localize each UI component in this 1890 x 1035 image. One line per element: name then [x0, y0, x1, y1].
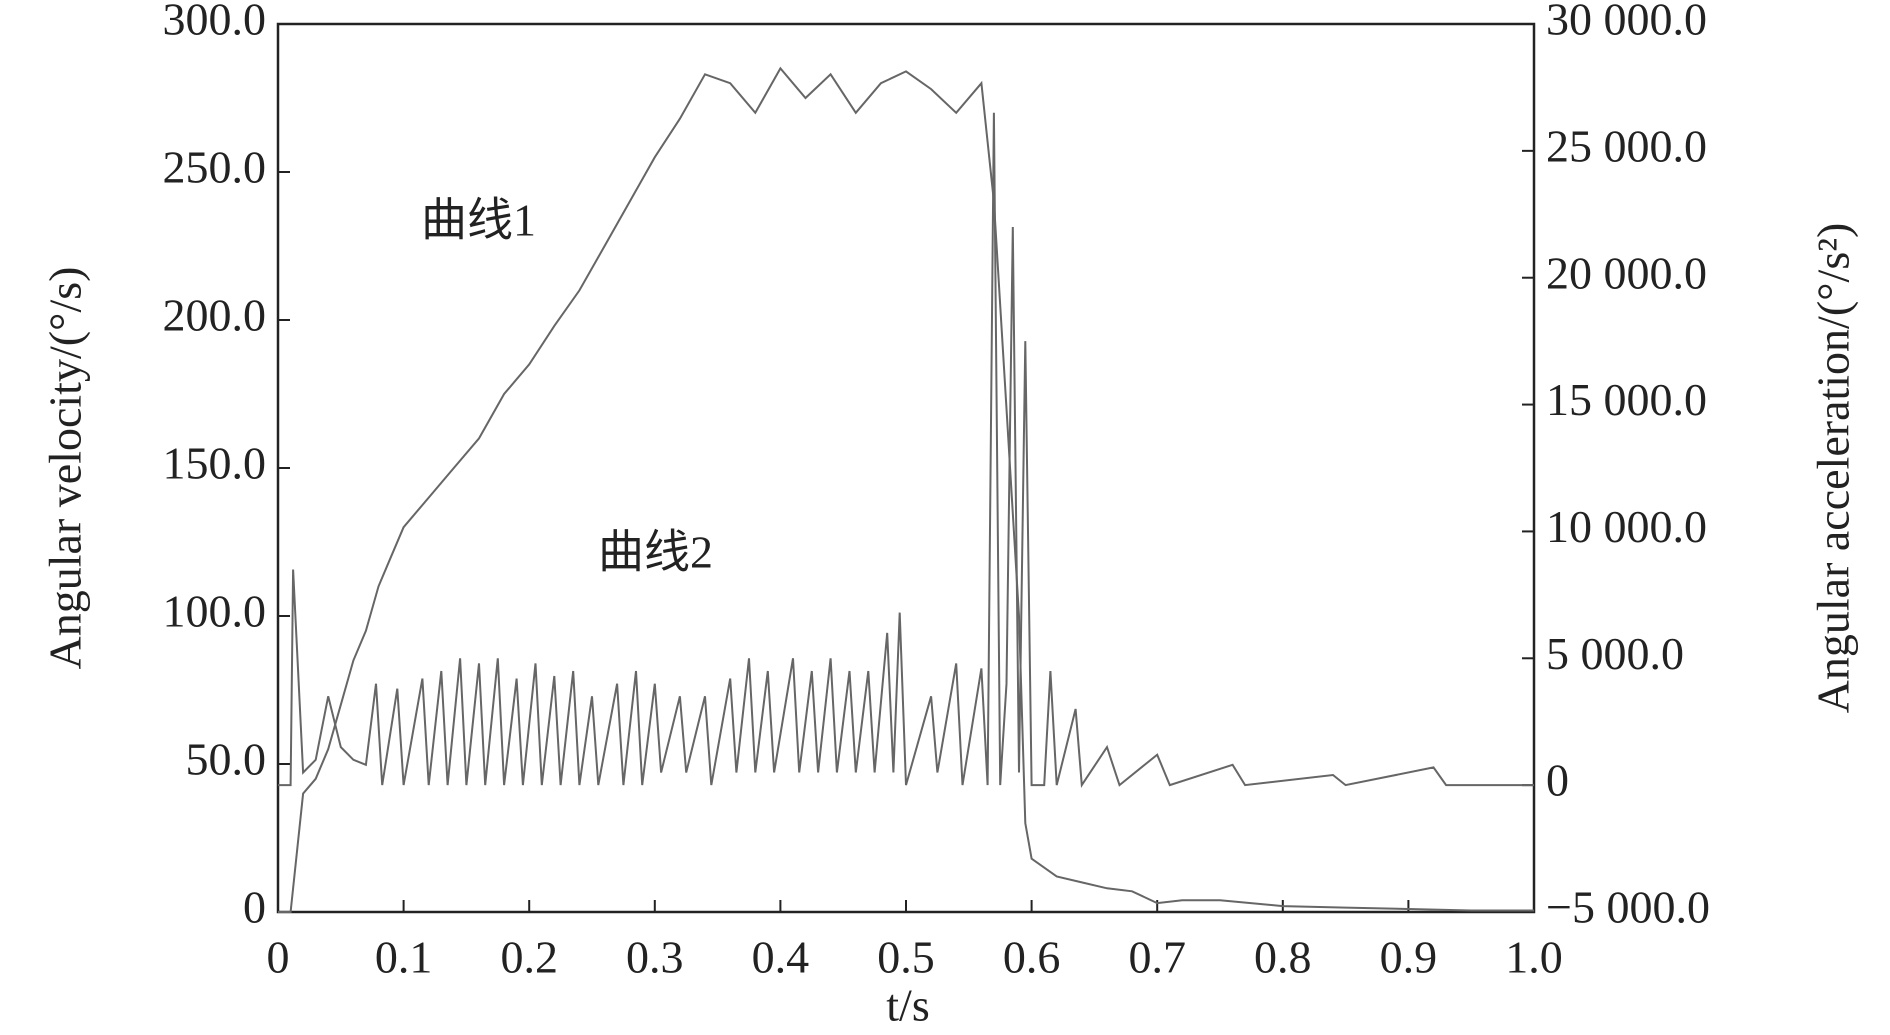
- x-tick-label: 0.8: [1254, 932, 1312, 983]
- y2-tick-label: 10 000.0: [1546, 501, 1707, 552]
- y2-tick-label: 25 000.0: [1546, 120, 1707, 171]
- y2-axis-title: Angular acceleration/(°/s²): [1808, 223, 1859, 714]
- y-tick-label: 100.0: [163, 586, 267, 637]
- x-tick-label: 0.9: [1380, 932, 1438, 983]
- y-tick-label: 250.0: [163, 142, 267, 193]
- x-tick-label: 0.5: [877, 932, 935, 983]
- x-tick-label: 0.4: [752, 932, 810, 983]
- y-axis-title: Angular velocity/(°/s): [40, 267, 91, 670]
- y2-tick-label: 5 000.0: [1546, 628, 1684, 679]
- x-tick-label: 0.3: [626, 932, 684, 983]
- y2-tick-label: 0: [1546, 755, 1569, 806]
- curve-label: 曲线2: [598, 527, 713, 578]
- y-tick-label: 150.0: [163, 438, 267, 489]
- x-tick-label: 0.7: [1128, 932, 1186, 983]
- x-axis-title: t/s: [886, 980, 929, 1031]
- data-line: [278, 112, 1534, 789]
- x-tick-label: 0: [267, 932, 290, 983]
- curve-label: 曲线1: [421, 195, 536, 246]
- y2-tick-label: −5 000.0: [1546, 882, 1710, 933]
- x-tick-label: 0.2: [500, 932, 558, 983]
- y2-tick-label: 30 000.0: [1546, 0, 1707, 45]
- x-tick-label: 0.6: [1003, 932, 1061, 983]
- y2-tick-label: 15 000.0: [1546, 374, 1707, 425]
- x-tick-label: 1.0: [1505, 932, 1563, 983]
- x-tick-label: 0.1: [375, 932, 433, 983]
- y-tick-label: 200.0: [163, 290, 267, 341]
- y-tick-label: 50.0: [186, 734, 267, 785]
- y2-tick-label: 20 000.0: [1546, 247, 1707, 298]
- y-tick-label: 0: [243, 882, 266, 933]
- y-tick-label: 300.0: [163, 0, 267, 45]
- data-line: [278, 66, 1534, 913]
